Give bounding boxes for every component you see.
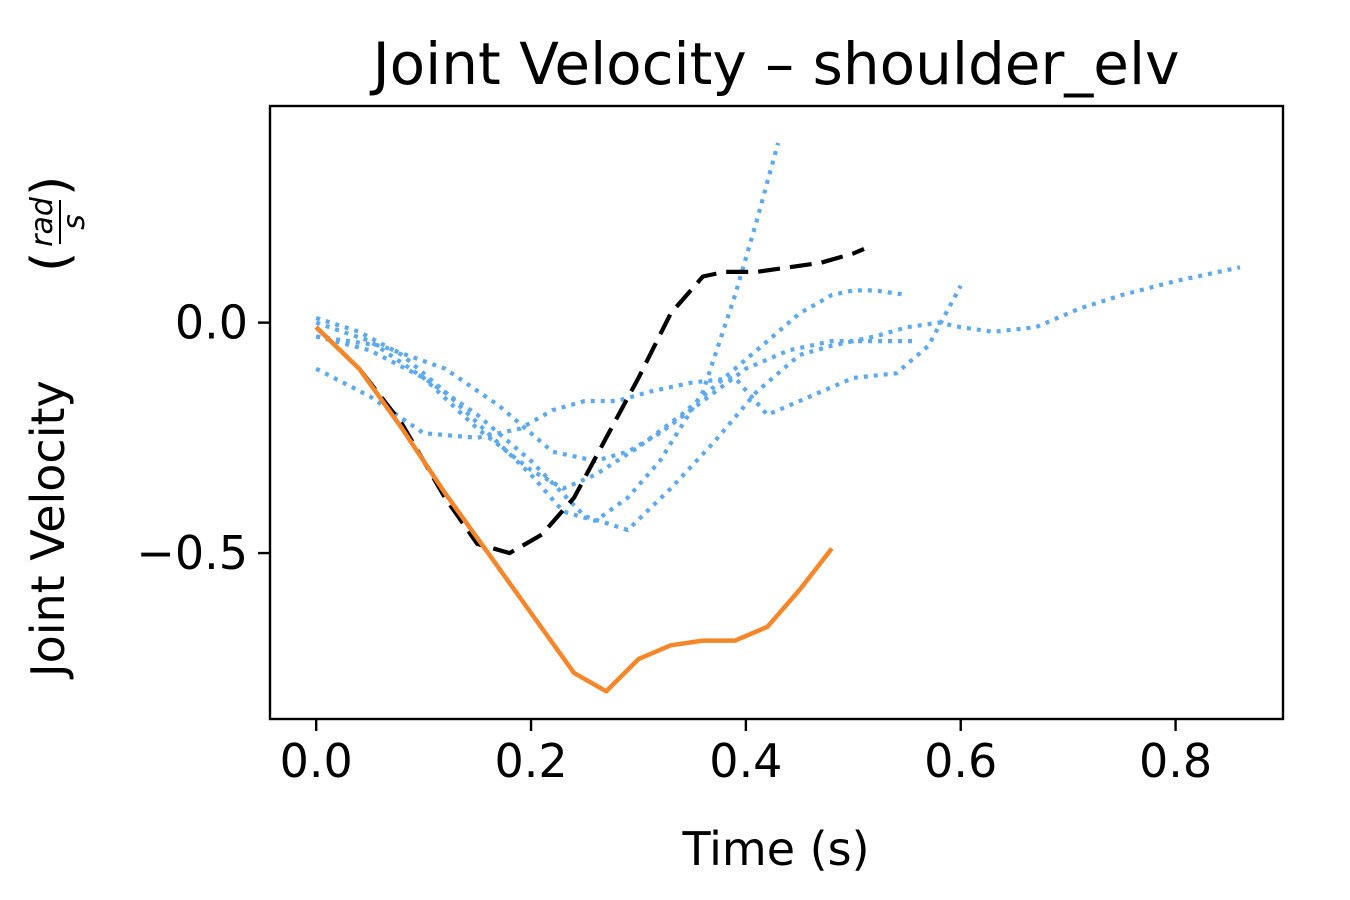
y-tick-label: 0.0 bbox=[175, 296, 248, 350]
x-axis-ticks: 0.0 0.2 0.4 0.6 0.8 bbox=[280, 719, 1212, 788]
series-line-solid-prediction bbox=[314, 325, 834, 694]
y-tick-label: −0.5 bbox=[136, 526, 248, 580]
x-axis-label: Time (s) bbox=[681, 822, 869, 876]
y-axis-label-unit-denominator: s bbox=[57, 214, 92, 230]
series-line-trial-3 bbox=[315, 288, 908, 491]
series-line-trial-5 bbox=[315, 142, 781, 523]
chart-title: Joint Velocity – shoulder_elv bbox=[370, 30, 1180, 98]
series-layer bbox=[314, 142, 1241, 694]
y-axis-label: Joint Velocity bbox=[21, 380, 75, 680]
series-line-trial-2 bbox=[315, 334, 918, 533]
x-tick-label: 0.4 bbox=[709, 734, 782, 788]
x-tick-label: 0.8 bbox=[1139, 734, 1212, 788]
y-axis-label-open-paren: ( bbox=[21, 252, 81, 272]
y-axis-label-close-paren: ) bbox=[21, 176, 81, 196]
x-tick-label: 0.6 bbox=[924, 734, 997, 788]
series-line-trial-1 bbox=[315, 265, 1241, 463]
x-tick-label: 0.2 bbox=[494, 734, 567, 788]
y-axis-ticks: 0.0 −0.5 bbox=[136, 296, 270, 580]
plot-frame bbox=[268, 104, 1285, 721]
series-line-dashed-reference bbox=[314, 246, 865, 556]
y-axis-label-group: Joint Velocity ( rad s ) bbox=[21, 176, 92, 680]
x-tick-label: 0.0 bbox=[280, 734, 353, 788]
series-line-trial-4 bbox=[315, 284, 963, 440]
y-axis-label-unit-numerator: rad bbox=[25, 196, 60, 247]
